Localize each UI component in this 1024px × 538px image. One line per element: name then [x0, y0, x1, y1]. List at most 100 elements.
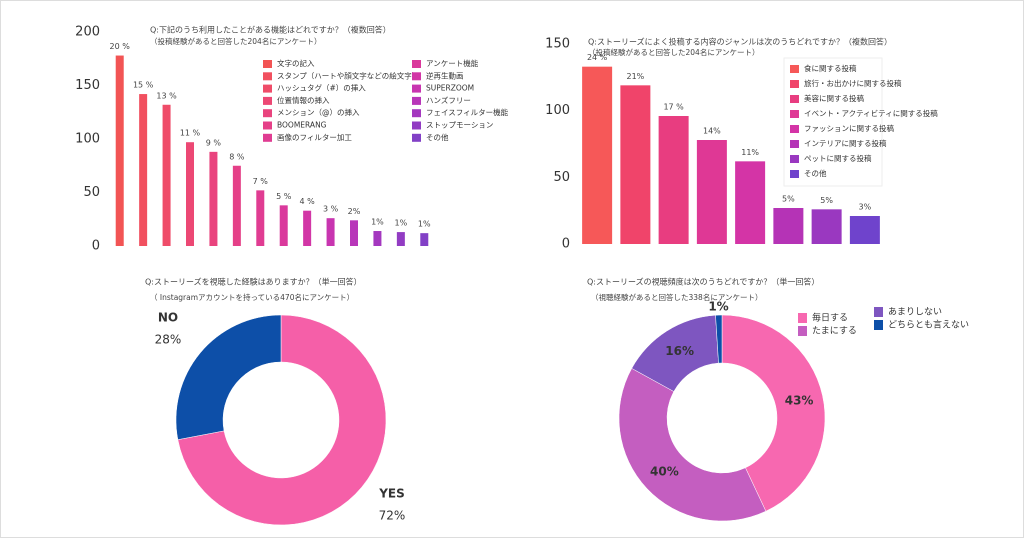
- bar: [811, 209, 842, 244]
- legend-label: 旅行・お出かけに関する投稿: [804, 78, 902, 88]
- y-tick-label: 0: [562, 237, 570, 252]
- legend-swatch: [790, 65, 799, 73]
- legend-label: イベント・アクティビティに関する投稿: [804, 108, 938, 118]
- legend-label: アンケート機能: [426, 58, 479, 68]
- legend-label: たまにする: [812, 326, 857, 337]
- legend-label: ハッシュタグ（#）の挿入: [277, 83, 366, 93]
- value-label: 14%: [703, 127, 721, 136]
- value-label: 7 %: [253, 177, 269, 186]
- donut-slice: [177, 314, 387, 526]
- legend-swatch: [263, 121, 272, 130]
- value-label: 3%: [859, 203, 872, 212]
- legend-swatch: [412, 84, 421, 93]
- bar: [696, 140, 727, 244]
- y-tick-label: 200: [75, 25, 100, 40]
- y-tick-label: 50: [83, 185, 100, 200]
- legend-label: インテリアに関する投稿: [804, 138, 887, 148]
- donut-slice: [175, 314, 282, 440]
- y-tick-label: 50: [553, 170, 570, 185]
- bar: [773, 208, 804, 244]
- legend-swatch: [874, 307, 883, 317]
- legend-label: ストップモーション: [426, 121, 493, 130]
- legend-box: [783, 57, 883, 187]
- bar: [279, 205, 288, 246]
- legend-swatch: [263, 96, 272, 105]
- value-label: 2%: [348, 207, 361, 216]
- value-label: 5 %: [276, 192, 292, 201]
- value-label: 21%: [626, 72, 644, 81]
- legend-swatch: [412, 133, 421, 142]
- legend-label: 毎日する: [812, 312, 848, 324]
- legend-label: フェイスフィルター機能: [426, 107, 509, 117]
- bar: [373, 231, 382, 246]
- legend-label: あまりしない: [888, 307, 942, 318]
- donut-slice: [618, 368, 767, 522]
- chart-title: Q:ストーリーズによく投稿する内容のジャンルは次のうちどれですか？（複数回答）: [588, 37, 892, 47]
- legend-label: SUPERZOOM: [426, 84, 474, 93]
- legend-swatch: [263, 72, 272, 81]
- slice-category: NO: [158, 311, 178, 325]
- legend-swatch: [790, 125, 799, 133]
- value-label: 1%: [418, 220, 431, 229]
- legend-swatch: [798, 313, 807, 323]
- bar: [620, 85, 651, 244]
- bar: [232, 165, 241, 246]
- slice-label: 72%: [379, 509, 406, 523]
- legend-swatch: [790, 95, 799, 103]
- value-label: 1%: [371, 218, 384, 227]
- value-label: 8 %: [229, 152, 245, 161]
- bar: [162, 104, 171, 246]
- bar: [735, 161, 766, 244]
- value-label: 5%: [820, 196, 833, 205]
- value-label: 17 %: [663, 103, 684, 112]
- legend-label: ペットに関する投稿: [804, 153, 872, 163]
- y-tick-label: 150: [545, 37, 570, 52]
- chart-subtitle: （投稿経験があると回答した204名にアンケート）: [588, 47, 760, 57]
- bar: [139, 94, 148, 246]
- y-tick-label: 150: [75, 78, 100, 93]
- slice-label: 28%: [155, 333, 182, 347]
- value-label: 11%: [741, 148, 759, 157]
- legend-swatch: [798, 326, 807, 336]
- legend-label: 画像のフィルター加工: [277, 132, 352, 142]
- y-tick-label: 0: [92, 239, 100, 254]
- legend-swatch: [263, 109, 272, 118]
- y-tick-label: 100: [75, 132, 100, 147]
- legend-label: BOOMERANG: [277, 121, 327, 130]
- legend-label: スタンプ（ハートや顔文字などの絵文字）: [277, 70, 419, 80]
- chart-subtitle: （視聴経験があると回答した338名にアンケート）: [591, 292, 763, 302]
- legend-label: どちらとも言えない: [888, 319, 969, 331]
- bar: [303, 210, 312, 246]
- bar: [849, 216, 880, 244]
- legend-label: 逆再生動画: [426, 70, 464, 80]
- value-label: 3 %: [323, 205, 339, 214]
- legend-swatch: [412, 60, 421, 68]
- value-label: 11 %: [180, 129, 201, 138]
- bar: [658, 116, 689, 244]
- legend-swatch: [412, 72, 421, 81]
- value-label: 9 %: [206, 138, 222, 147]
- legend-swatch: [412, 96, 421, 105]
- legend-label: ファッションに関する投稿: [804, 123, 894, 133]
- value-label: 4 %: [300, 197, 316, 206]
- legend-swatch: [263, 84, 272, 93]
- slice-label: 40%: [650, 465, 679, 479]
- value-label: 13 %: [156, 91, 177, 100]
- legend-label: 食に関する投稿: [804, 63, 857, 73]
- legend-swatch: [412, 121, 421, 130]
- legend-label: メンション（@）の挿入: [277, 107, 360, 117]
- legend-swatch: [790, 170, 799, 178]
- value-label: 5%: [782, 195, 795, 204]
- bar: [396, 232, 405, 246]
- legend-swatch: [263, 60, 272, 68]
- bar: [420, 233, 429, 246]
- legend-swatch: [790, 140, 799, 148]
- y-tick-label: 100: [545, 103, 570, 118]
- legend-label: 美容に関する投稿: [804, 93, 864, 103]
- legend-swatch: [790, 80, 799, 88]
- value-label: 24 %: [587, 53, 608, 62]
- chart-title: Q:下記のうち利用したことがある機能はどれですか？（複数回答）: [150, 25, 391, 35]
- legend-swatch: [790, 110, 799, 118]
- chart-subtitle: （投稿経験があると回答した204名にアンケート）: [150, 36, 322, 46]
